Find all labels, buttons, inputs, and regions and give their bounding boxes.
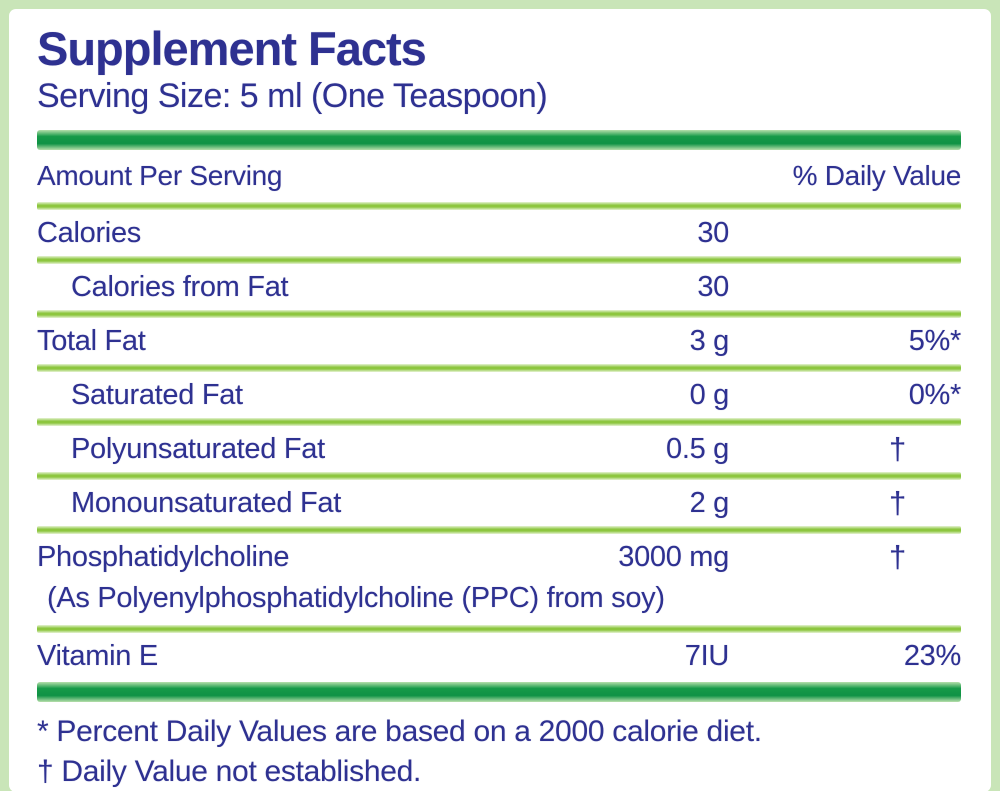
table-row-main: Phosphatidylcholine 3000 mg † [37, 534, 961, 580]
nutrient-daily-value: 5%* [908, 324, 962, 357]
table-row-main: Vitamin E 7IU 23% [37, 633, 961, 679]
serving-size: Serving Size: 5 ml (One Teaspoon) [37, 76, 548, 115]
label-title: Supplement Facts [37, 22, 427, 75]
nutrient-amount: 7IU [684, 639, 730, 672]
table-row: Monounsaturated Fat 2 g † [37, 480, 961, 526]
row-divider [37, 526, 961, 535]
table-header-row: Amount Per Serving % Daily Value [37, 150, 961, 202]
nutrient-name: Calories [37, 216, 141, 249]
table-row: Calories from Fat 30 [37, 264, 961, 310]
table-row-main: Saturated Fat 0 g 0%* [37, 372, 961, 418]
table-row-main: Total Fat 3 g 5%* [37, 318, 961, 364]
nutrient-amount: 30 [697, 216, 729, 249]
nutrient-amount: 0 g [689, 378, 730, 411]
nutrient-name: Vitamin E [37, 639, 158, 672]
row-divider [37, 310, 961, 319]
nutrient-daily-value: † [889, 485, 906, 521]
nutrient-amount: 3000 mg [618, 540, 729, 573]
table-row: Polyunsaturated Fat 0.5 g † [37, 426, 961, 472]
nutrient-daily-value: 0%* [908, 378, 962, 411]
heavy-rule-top [37, 130, 961, 151]
table-row: Total Fat 3 g 5%* [37, 318, 961, 364]
nutrient-name: Phosphatidylcholine [37, 540, 290, 573]
table-row-main: Polyunsaturated Fat 0.5 g † [37, 426, 961, 472]
amount-per-serving-header: Amount Per Serving [37, 160, 283, 192]
table-row: Saturated Fat 0 g 0%* [37, 372, 961, 418]
daily-value-header: % Daily Value [792, 160, 962, 192]
row-divider [37, 472, 961, 481]
nutrient-daily-value: † [889, 431, 906, 467]
footnote-percent-daily-value: * Percent Daily Values are based on a 20… [37, 715, 762, 749]
table-row-main: Calories from Fat 30 [37, 264, 961, 310]
footnotes: * Percent Daily Values are based on a 20… [37, 712, 961, 791]
nutrient-amount: 30 [697, 270, 729, 303]
nutrient-name: Polyunsaturated Fat [71, 432, 325, 465]
table-row: Calories 30 [37, 210, 961, 256]
table-row-main: Monounsaturated Fat 2 g † [37, 480, 961, 526]
heavy-rule-bottom [37, 682, 961, 703]
nutrient-amount: 3 g [689, 324, 730, 357]
nutrient-name: Monounsaturated Fat [71, 486, 341, 519]
row-divider [37, 364, 961, 373]
nutrient-daily-value: 23% [903, 639, 961, 672]
row-divider [37, 256, 961, 265]
nutrient-amount: 0.5 g [666, 432, 729, 465]
nutrient-name: Saturated Fat [71, 378, 243, 411]
table-row: Phosphatidylcholine 3000 mg † (As Polyen… [37, 534, 961, 625]
nutrient-daily-value: † [889, 539, 906, 575]
row-divider [37, 625, 961, 634]
table-row: Vitamin E 7IU 23% [37, 633, 961, 679]
facts-table: Calories 30 Calories from Fat 30 Total F… [37, 202, 961, 679]
footnote-daily-value-not-established: † Daily Value not established. [37, 755, 422, 789]
nutrient-source-note: (As Polyenylphosphatidylcholine (PPC) fr… [47, 582, 665, 615]
nutrient-name: Total Fat [37, 324, 146, 357]
table-row-main: Calories 30 [37, 210, 961, 256]
supplement-facts-label: Supplement Facts Serving Size: 5 ml (One… [9, 9, 991, 791]
nutrient-amount: 2 g [689, 486, 730, 519]
nutrient-name: Calories from Fat [71, 270, 289, 303]
row-divider [37, 418, 961, 427]
row-divider [37, 202, 961, 211]
